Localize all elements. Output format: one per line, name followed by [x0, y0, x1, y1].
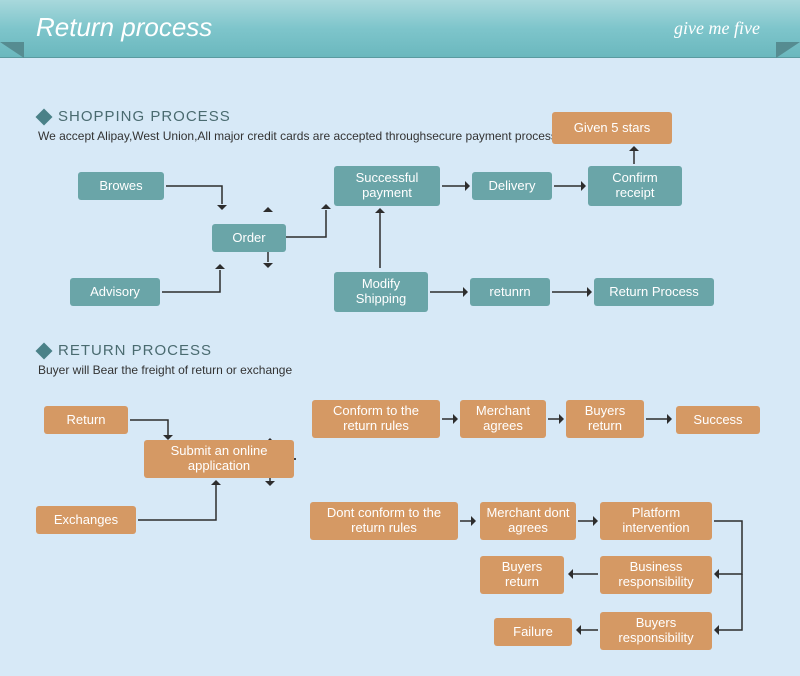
node-bizresp: Business responsibility: [600, 556, 712, 594]
node-conform: Conform to the return rules: [312, 400, 440, 438]
node-retproc: Return Process: [594, 278, 714, 306]
diagram-canvas: SHOPPING PROCESS We accept Alipay,West U…: [0, 0, 800, 676]
node-confirm: Confirm receipt: [588, 166, 682, 206]
node-failure: Failure: [494, 618, 572, 646]
node-modify: Modify Shipping: [334, 272, 428, 312]
node-advisory: Advisory: [70, 278, 160, 306]
node-retunrn: retunrn: [470, 278, 550, 306]
node-platform: Platform intervention: [600, 502, 712, 540]
section-title: RETURN PROCESS: [58, 342, 212, 359]
node-bret1: Buyers return: [566, 400, 644, 438]
node-magree: Merchant agrees: [460, 400, 546, 438]
node-delivery: Delivery: [472, 172, 552, 200]
section-shopping: SHOPPING PROCESS We accept Alipay,West U…: [38, 108, 628, 145]
node-mdont: Merchant dont agrees: [480, 502, 576, 540]
node-success: Success: [676, 406, 760, 434]
section-desc: Buyer will Bear the freight of return or…: [38, 363, 292, 379]
node-dontconf: Dont conform to the return rules: [310, 502, 458, 540]
node-return: Return: [44, 406, 128, 434]
node-exchanges: Exchanges: [36, 506, 136, 534]
node-browes: Browes: [78, 172, 164, 200]
section-desc: We accept Alipay,West Union,All major cr…: [38, 129, 628, 145]
section-return: RETURN PROCESS Buyer will Bear the freig…: [38, 342, 292, 379]
diamond-icon: [36, 342, 53, 359]
diamond-icon: [36, 108, 53, 125]
node-buyresp: Buyers responsibility: [600, 612, 712, 650]
node-order: Order: [212, 224, 286, 252]
node-bret2: Buyers return: [480, 556, 564, 594]
node-fivestar: Given 5 stars: [552, 112, 672, 144]
node-submit: Submit an online application: [144, 440, 294, 478]
section-title: SHOPPING PROCESS: [58, 108, 231, 125]
node-succpay: Successful payment: [334, 166, 440, 206]
